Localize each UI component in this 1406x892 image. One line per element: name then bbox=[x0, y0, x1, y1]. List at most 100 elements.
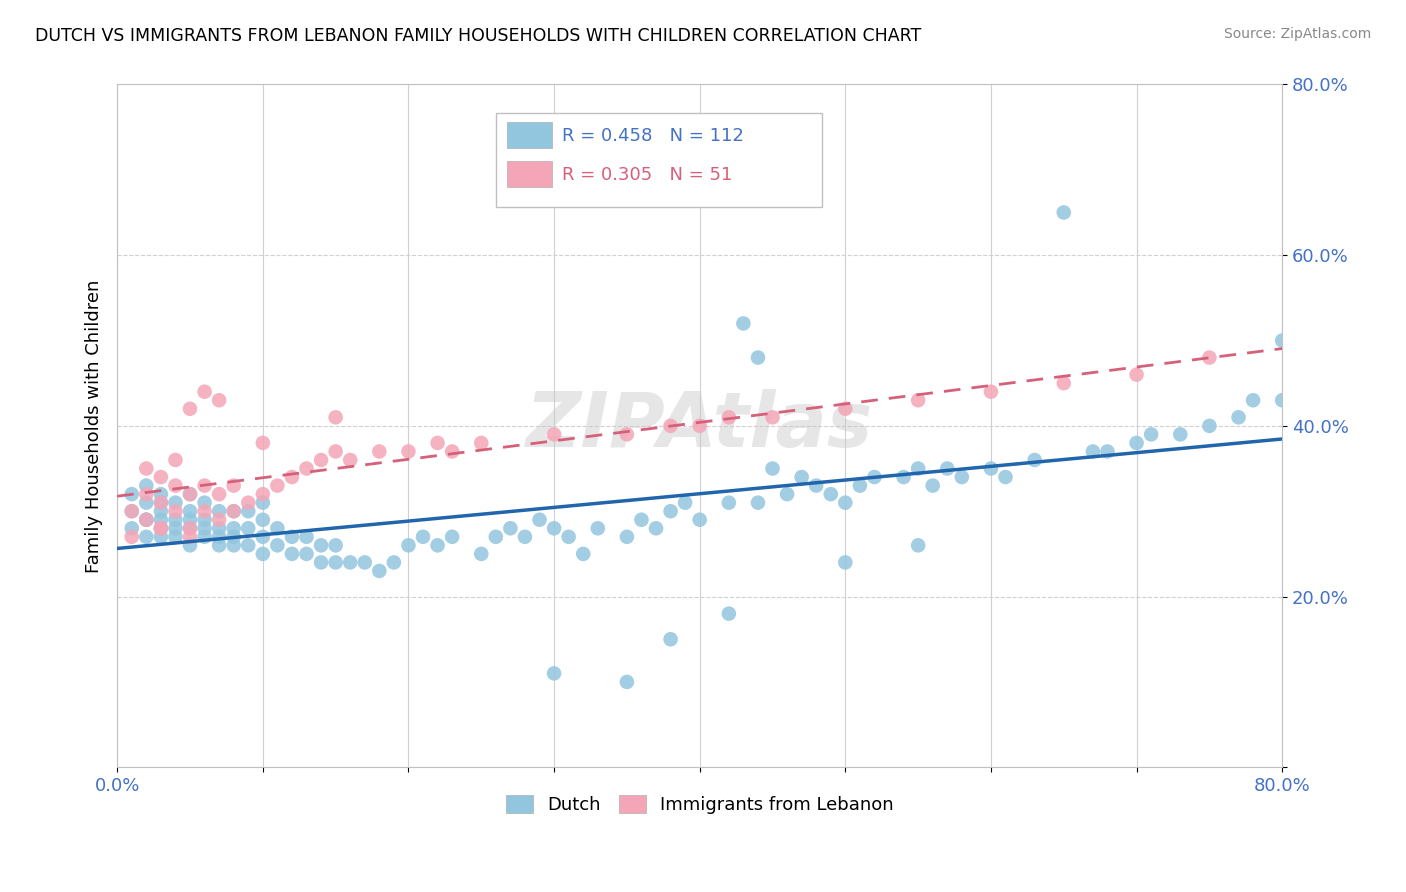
Point bbox=[179, 513, 201, 527]
Point bbox=[266, 478, 288, 492]
Point bbox=[309, 453, 332, 467]
Point bbox=[295, 461, 318, 475]
Point bbox=[149, 496, 172, 510]
Point bbox=[238, 521, 260, 535]
Point bbox=[1140, 427, 1163, 442]
Text: R = 0.458   N = 112: R = 0.458 N = 112 bbox=[562, 127, 744, 145]
Point bbox=[543, 666, 565, 681]
Point bbox=[616, 427, 638, 442]
Point bbox=[208, 538, 231, 552]
Point bbox=[820, 487, 842, 501]
Point bbox=[252, 530, 274, 544]
Bar bbox=[508, 161, 551, 186]
Point bbox=[586, 521, 609, 535]
Point bbox=[441, 444, 464, 458]
Point bbox=[893, 470, 915, 484]
Point bbox=[834, 496, 856, 510]
Point bbox=[135, 478, 157, 492]
Point bbox=[252, 436, 274, 450]
Point bbox=[222, 504, 245, 518]
Point bbox=[165, 453, 187, 467]
Point bbox=[1081, 444, 1104, 458]
Point bbox=[325, 538, 347, 552]
Point bbox=[193, 513, 215, 527]
Point bbox=[179, 487, 201, 501]
Point bbox=[121, 487, 143, 501]
Point bbox=[353, 556, 375, 570]
Point bbox=[863, 470, 886, 484]
Point bbox=[849, 478, 872, 492]
Point bbox=[470, 436, 492, 450]
Point bbox=[1227, 410, 1250, 425]
Point bbox=[281, 530, 304, 544]
Text: Source: ZipAtlas.com: Source: ZipAtlas.com bbox=[1223, 27, 1371, 41]
Point bbox=[238, 538, 260, 552]
Point bbox=[179, 504, 201, 518]
Point bbox=[208, 513, 231, 527]
Point bbox=[689, 513, 711, 527]
Point bbox=[252, 513, 274, 527]
Point bbox=[557, 530, 579, 544]
Point bbox=[135, 487, 157, 501]
Point bbox=[165, 530, 187, 544]
Point bbox=[907, 393, 929, 408]
Point bbox=[834, 556, 856, 570]
Point bbox=[398, 538, 420, 552]
Point bbox=[281, 470, 304, 484]
Point bbox=[1241, 393, 1264, 408]
Point bbox=[149, 487, 172, 501]
Point bbox=[266, 538, 288, 552]
Point bbox=[733, 317, 755, 331]
Point bbox=[149, 521, 172, 535]
Point bbox=[1271, 393, 1294, 408]
Point bbox=[717, 496, 740, 510]
Point bbox=[179, 401, 201, 416]
Point bbox=[309, 556, 332, 570]
Point bbox=[368, 444, 391, 458]
Point bbox=[368, 564, 391, 578]
Y-axis label: Family Households with Children: Family Households with Children bbox=[86, 279, 103, 573]
Point bbox=[193, 530, 215, 544]
Point bbox=[645, 521, 668, 535]
Text: DUTCH VS IMMIGRANTS FROM LEBANON FAMILY HOUSEHOLDS WITH CHILDREN CORRELATION CHA: DUTCH VS IMMIGRANTS FROM LEBANON FAMILY … bbox=[35, 27, 921, 45]
Point bbox=[470, 547, 492, 561]
Point bbox=[208, 487, 231, 501]
Point bbox=[761, 410, 783, 425]
Point bbox=[907, 538, 929, 552]
Point bbox=[266, 521, 288, 535]
Point bbox=[936, 461, 959, 475]
Point bbox=[121, 521, 143, 535]
Point bbox=[222, 530, 245, 544]
Text: R = 0.305   N = 51: R = 0.305 N = 51 bbox=[562, 166, 733, 184]
Point bbox=[149, 530, 172, 544]
Point bbox=[630, 513, 652, 527]
Point bbox=[193, 521, 215, 535]
Point bbox=[208, 530, 231, 544]
Point bbox=[179, 538, 201, 552]
Point bbox=[1168, 427, 1191, 442]
Point bbox=[193, 384, 215, 399]
Point bbox=[673, 496, 696, 510]
Point bbox=[179, 487, 201, 501]
Point bbox=[165, 496, 187, 510]
Point bbox=[135, 513, 157, 527]
Point bbox=[950, 470, 973, 484]
Point bbox=[179, 521, 201, 535]
Point bbox=[1271, 334, 1294, 348]
Point bbox=[179, 530, 201, 544]
Point bbox=[149, 513, 172, 527]
Point bbox=[761, 461, 783, 475]
Point bbox=[616, 530, 638, 544]
Point bbox=[790, 470, 813, 484]
Point bbox=[121, 504, 143, 518]
Point bbox=[121, 530, 143, 544]
Point bbox=[776, 487, 799, 501]
FancyBboxPatch shape bbox=[496, 113, 823, 207]
Point bbox=[689, 418, 711, 433]
Point bbox=[208, 504, 231, 518]
Point bbox=[135, 496, 157, 510]
Point bbox=[382, 556, 405, 570]
Text: ZIPAtlas: ZIPAtlas bbox=[526, 389, 873, 463]
Point bbox=[149, 521, 172, 535]
Point bbox=[834, 401, 856, 416]
